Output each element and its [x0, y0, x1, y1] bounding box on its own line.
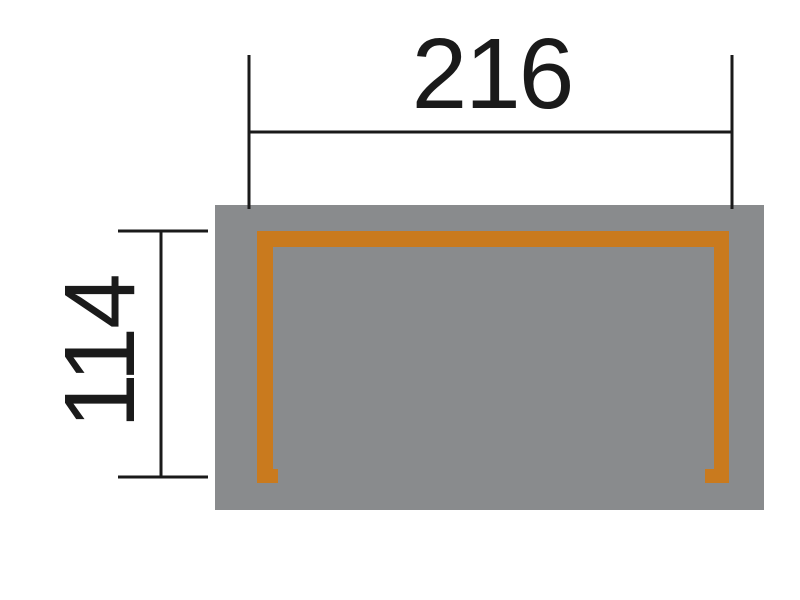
height-label: 114: [44, 275, 156, 428]
width-label: 216: [412, 18, 573, 130]
base-slab: [215, 205, 764, 510]
